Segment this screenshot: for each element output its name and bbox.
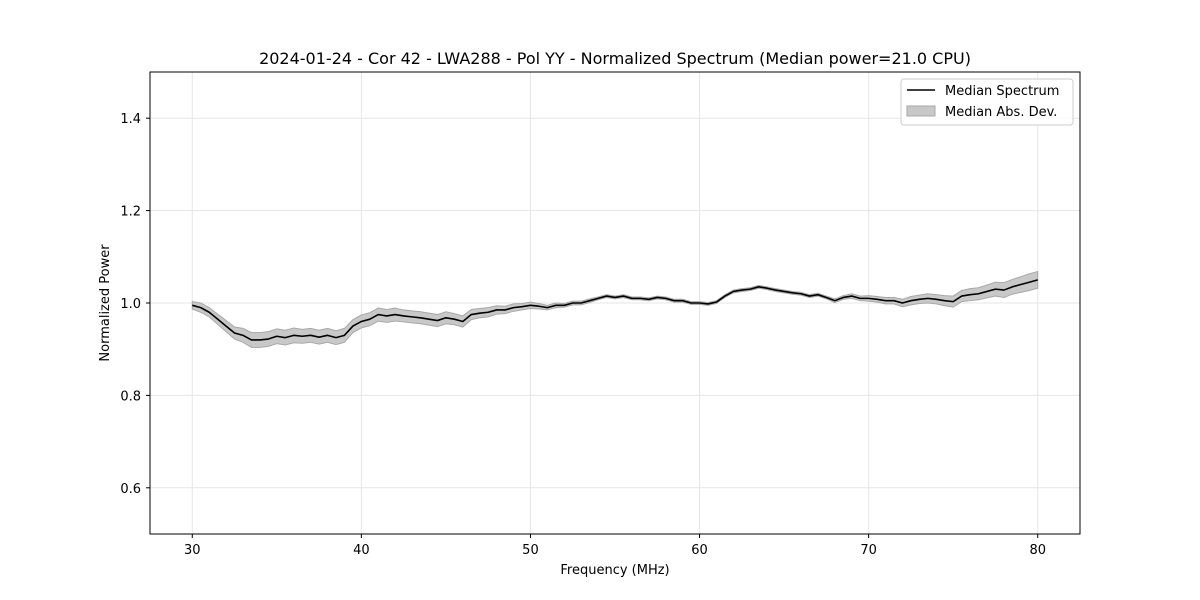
y-tick-label: 0.8 [120,389,141,404]
y-axis-label: Normalized Power [98,244,113,362]
y-tick-label: 0.6 [120,482,141,497]
x-tick-label: 80 [1029,543,1046,558]
chart-title: 2024-01-24 - Cor 42 - LWA288 - Pol YY - … [259,49,971,68]
legend: Median Spectrum Median Abs. Dev. [900,78,1074,126]
x-tick-label: 30 [184,543,201,558]
x-tick-label: 60 [691,543,708,558]
median-spectrum-line [192,279,1038,341]
legend-box [900,78,1074,126]
y-tick-label: 1.2 [120,205,141,220]
x-axis-ticks: 30 40 50 60 70 80 [184,534,1046,558]
y-axis-ticks: 0.6 0.8 1.0 1.2 1.4 [120,112,150,497]
legend-label-median-spectrum: Median Spectrum [945,84,1059,99]
x-tick-label: 50 [522,543,539,558]
y-tick-label: 1.4 [120,112,141,127]
median-abs-dev-band [191,270,1039,348]
legend-band-swatch [906,105,936,117]
x-axis-label: Frequency (MHz) [560,563,669,578]
legend-label-median-abs-dev: Median Abs. Dev. [945,105,1057,120]
y-tick-label: 1.0 [120,297,141,312]
x-tick-label: 40 [353,543,370,558]
x-tick-label: 70 [860,543,877,558]
